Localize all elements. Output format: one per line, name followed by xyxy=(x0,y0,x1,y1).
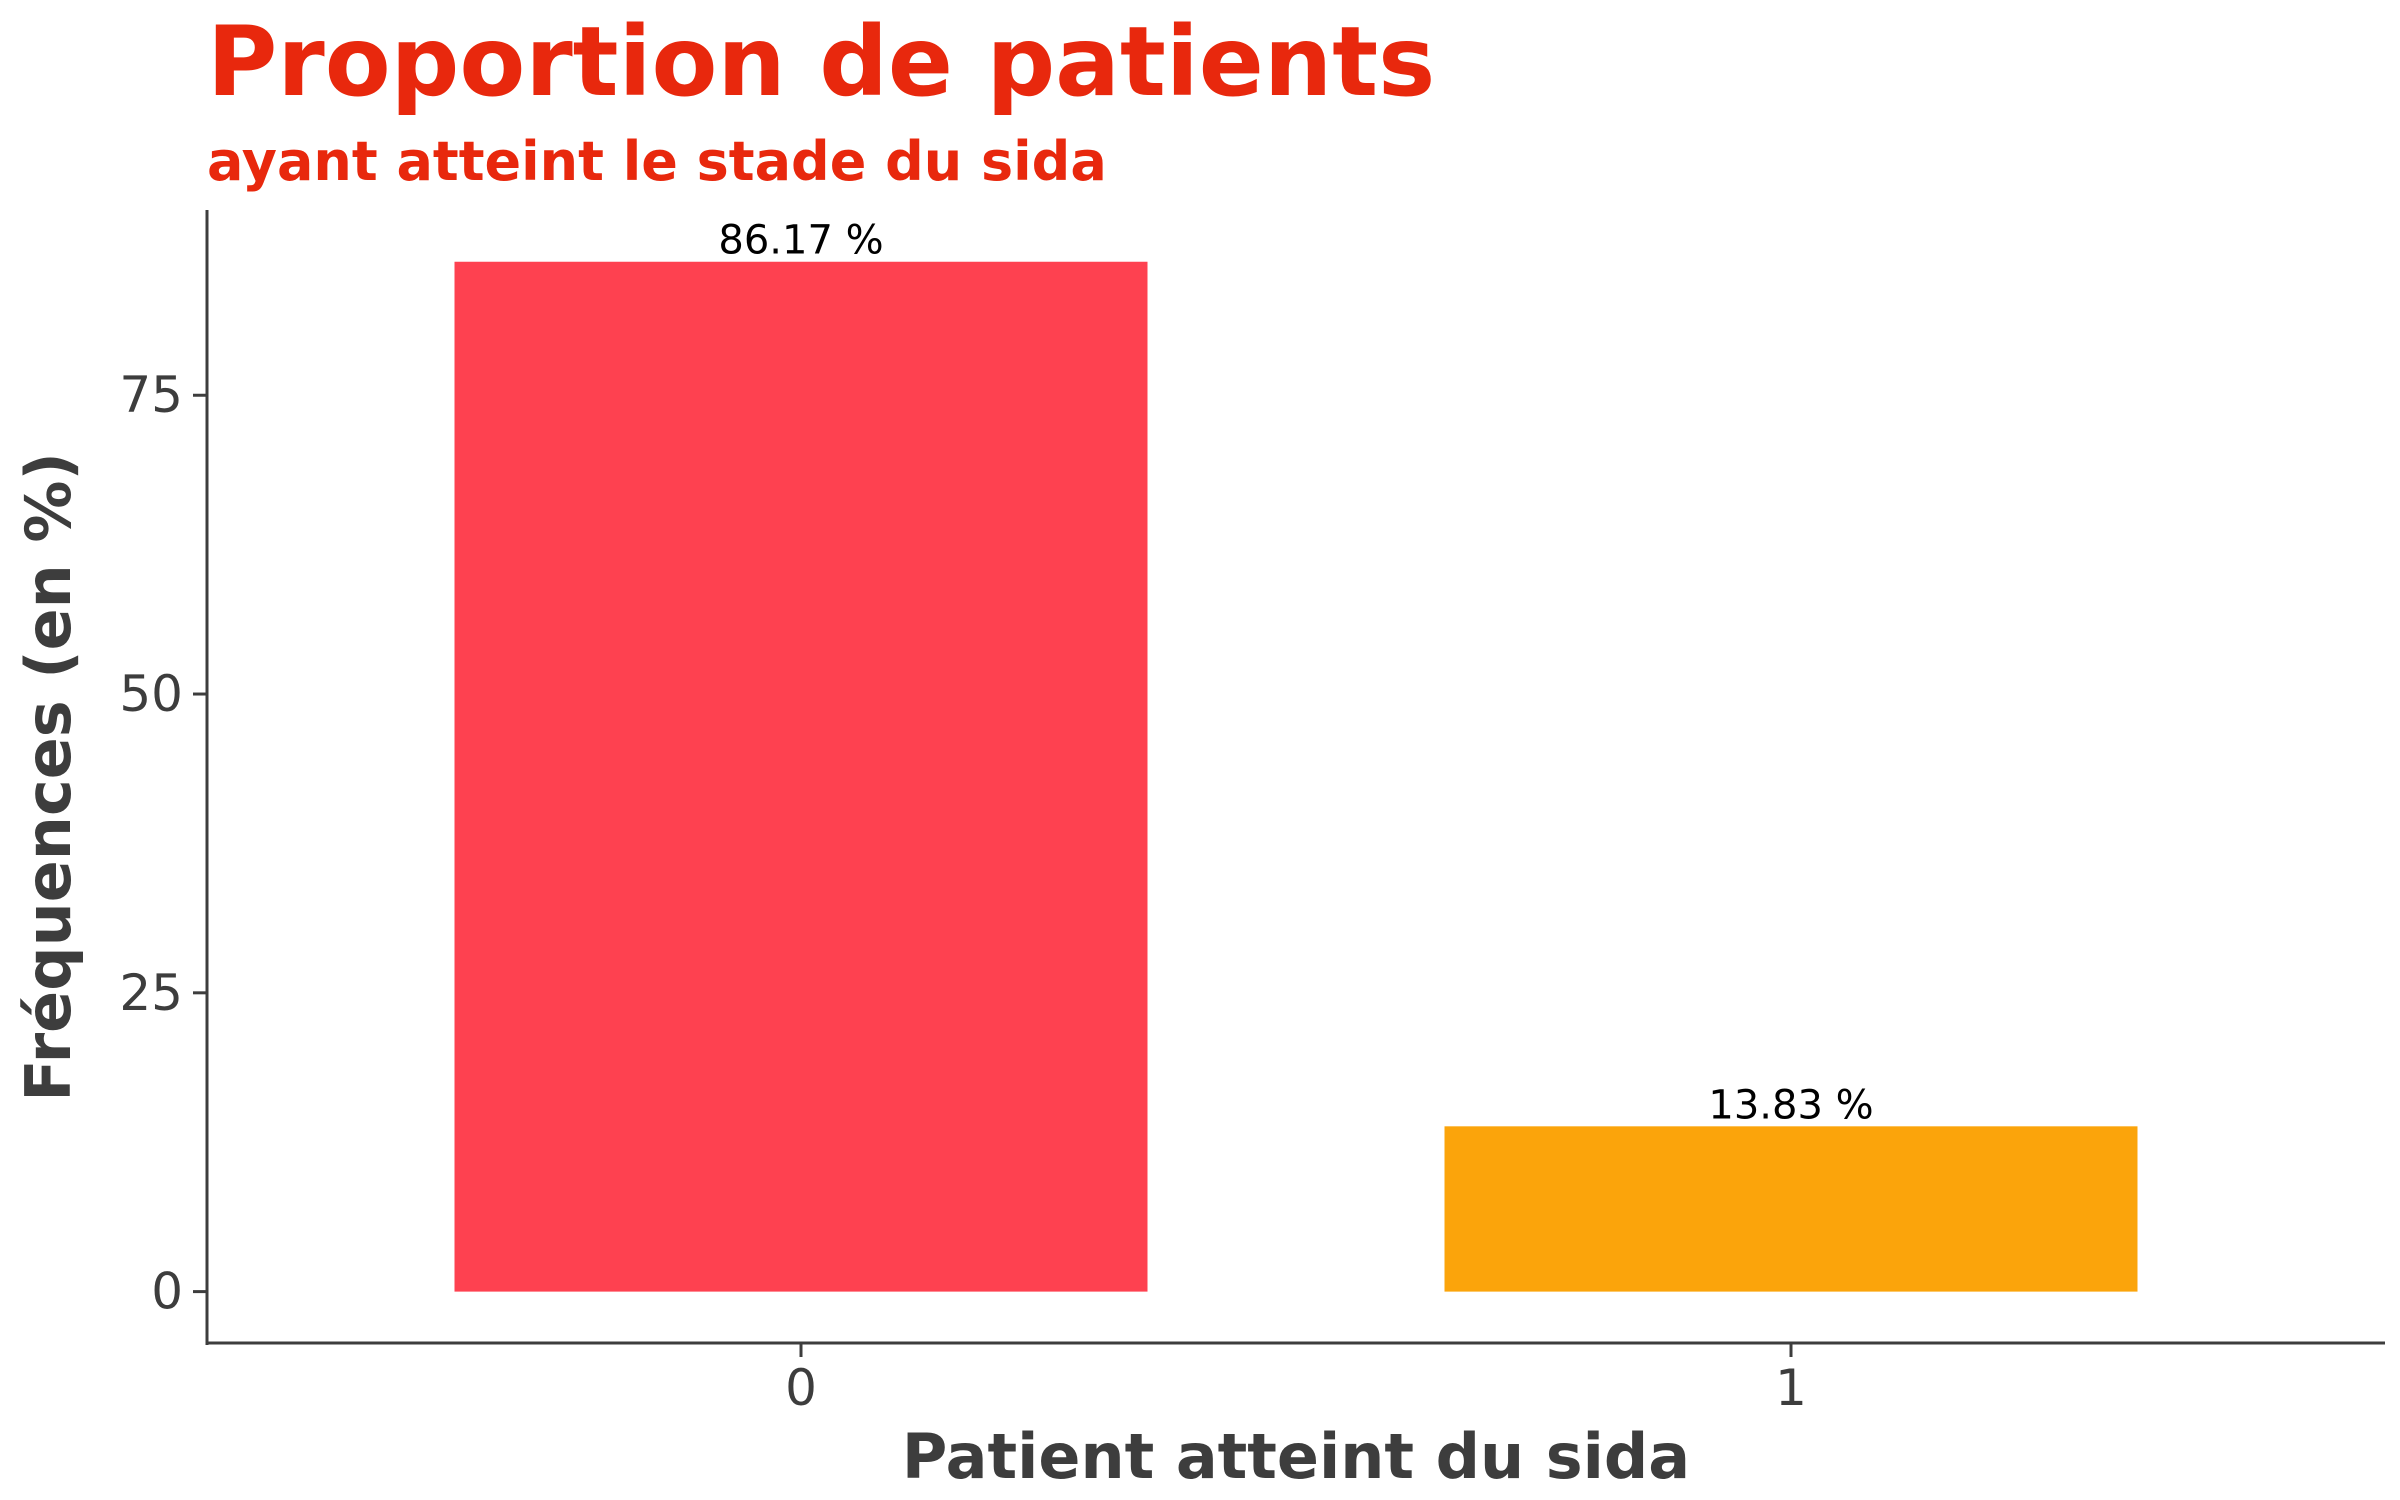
y-tick-label: 75 xyxy=(119,366,183,424)
data-label-0: 86.17 % xyxy=(718,218,883,264)
chart-title: Proportion de patients xyxy=(207,6,1435,118)
bar-1 xyxy=(1444,1126,2138,1292)
chart-subtitle: ayant atteint le stade du sida xyxy=(207,130,1107,193)
y-tick-label: 50 xyxy=(119,665,183,723)
y-axis-ticks: 0 25 50 75 xyxy=(119,366,207,1321)
y-tick-label: 0 xyxy=(151,1263,183,1321)
bars xyxy=(454,261,2138,1292)
y-tick-label: 25 xyxy=(119,964,183,1022)
y-axis-title: Fréquences (en %) xyxy=(12,452,85,1102)
x-tick-label: 1 xyxy=(1775,1359,1807,1417)
data-label-1: 13.83 % xyxy=(1708,1082,1873,1128)
data-labels: 86.17 % 13.83 % xyxy=(718,218,1873,1129)
x-tick-label: 0 xyxy=(785,1359,817,1417)
x-axis-title: Patient atteint du sida xyxy=(902,1420,1690,1493)
bar-0 xyxy=(454,261,1148,1292)
